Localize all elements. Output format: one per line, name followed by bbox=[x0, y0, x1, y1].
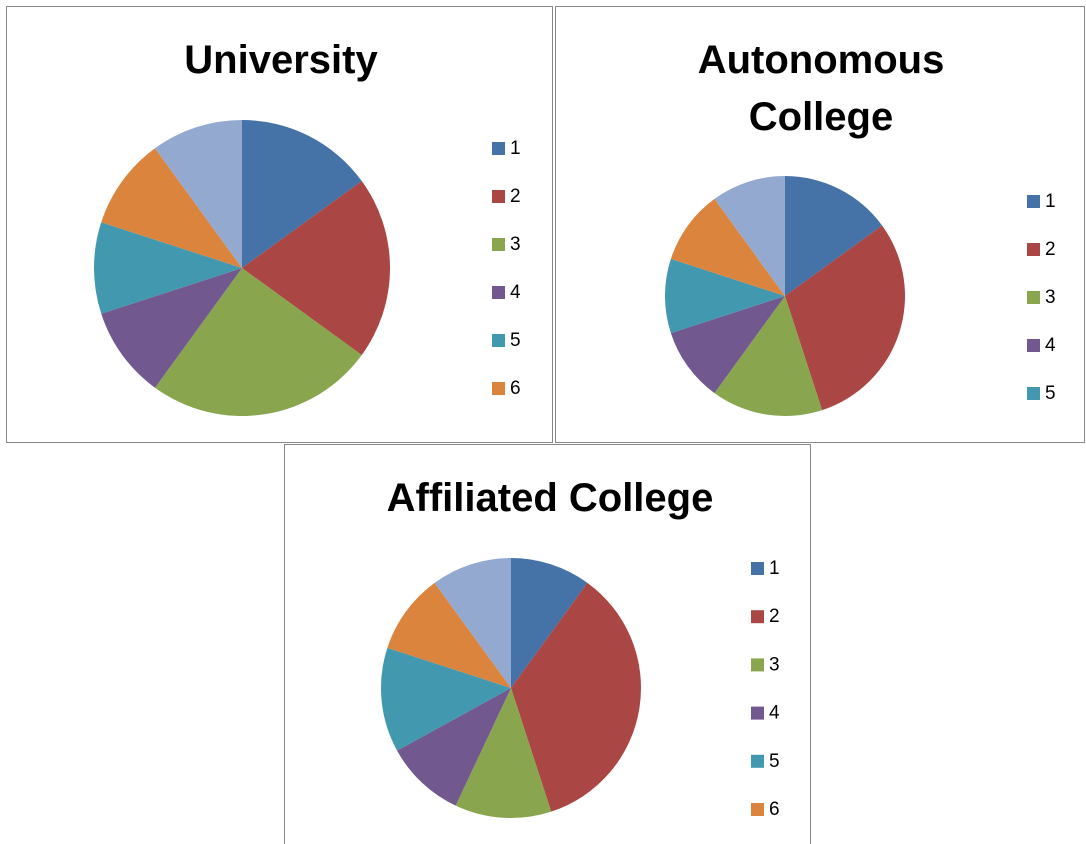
pie-slice bbox=[155, 268, 362, 416]
legend-label: 4 bbox=[510, 282, 521, 303]
legend-label: 2 bbox=[510, 186, 521, 207]
pie-slice bbox=[242, 120, 362, 268]
pie-slice bbox=[101, 268, 242, 388]
chart-title: Affiliated College bbox=[386, 476, 714, 520]
pie-slice bbox=[785, 176, 883, 296]
chart-panel: 1 2 3 4 5 6 Affiliated College bbox=[284, 444, 811, 844]
legend-label: 1 bbox=[1045, 191, 1056, 212]
legend-label: 1 bbox=[510, 138, 521, 159]
legend-label: 4 bbox=[1045, 335, 1056, 356]
chart-title: University bbox=[184, 38, 378, 82]
chart: 1 2 3 4 5 6 bbox=[94, 120, 521, 416]
chart-panel: 1 2 3 4 5 6 University bbox=[6, 6, 553, 443]
pie-slice bbox=[670, 198, 785, 296]
pie-slice bbox=[101, 148, 242, 268]
legend-swatch bbox=[751, 803, 764, 816]
legend-swatch bbox=[751, 562, 764, 575]
legend-swatch bbox=[492, 382, 505, 395]
pie-slice bbox=[94, 222, 242, 314]
legend-swatch bbox=[751, 754, 764, 768]
legend-label: 5 bbox=[510, 330, 521, 351]
legend-swatch bbox=[1027, 339, 1040, 352]
legend-label: 5 bbox=[769, 751, 780, 772]
legend-label: 4 bbox=[769, 703, 780, 724]
pie-slice bbox=[511, 558, 588, 688]
legend-swatch bbox=[492, 286, 505, 299]
pie-slice bbox=[155, 120, 242, 268]
pie-slice bbox=[714, 296, 823, 416]
chart: 1 2 3 4 5 6 bbox=[381, 558, 780, 820]
chart: 1 2 3 4 5 bbox=[665, 176, 1056, 416]
pie-slice bbox=[785, 225, 905, 411]
chart-title: Autonomous College bbox=[697, 38, 945, 139]
legend-swatch bbox=[492, 334, 505, 347]
legend-swatch bbox=[1027, 291, 1040, 304]
legend-swatch bbox=[1027, 243, 1040, 256]
pie-slice bbox=[242, 181, 390, 355]
legend-label: 5 bbox=[1045, 383, 1056, 404]
pie-slice bbox=[397, 688, 511, 806]
pie-slice bbox=[714, 176, 785, 296]
legend-swatch bbox=[751, 706, 764, 720]
legend-swatch bbox=[1027, 387, 1040, 400]
legend-swatch bbox=[492, 190, 505, 203]
pie-slice bbox=[511, 582, 641, 812]
legend-label: 3 bbox=[1045, 287, 1056, 308]
legend-swatch bbox=[1027, 195, 1040, 208]
legend-swatch bbox=[751, 610, 764, 624]
legend-label: 3 bbox=[510, 234, 521, 255]
pie-slice bbox=[387, 582, 511, 688]
legend-label: 2 bbox=[769, 606, 780, 627]
legend-swatch bbox=[492, 238, 505, 251]
legend-swatch bbox=[751, 658, 764, 672]
legend-label: 1 bbox=[769, 558, 780, 579]
pie-slice bbox=[381, 647, 511, 751]
legend-label: 6 bbox=[769, 799, 780, 820]
pie-slice bbox=[455, 688, 552, 818]
chart-panel: 1 2 3 4 5 Autonomous College bbox=[555, 6, 1085, 443]
legend-swatch bbox=[492, 142, 505, 155]
legend-label: 2 bbox=[1045, 239, 1056, 260]
pie-slice bbox=[665, 258, 785, 334]
pie-slice bbox=[670, 296, 785, 394]
pie-slice bbox=[434, 558, 511, 688]
legend-label: 3 bbox=[769, 654, 780, 675]
legend-label: 6 bbox=[510, 378, 521, 399]
